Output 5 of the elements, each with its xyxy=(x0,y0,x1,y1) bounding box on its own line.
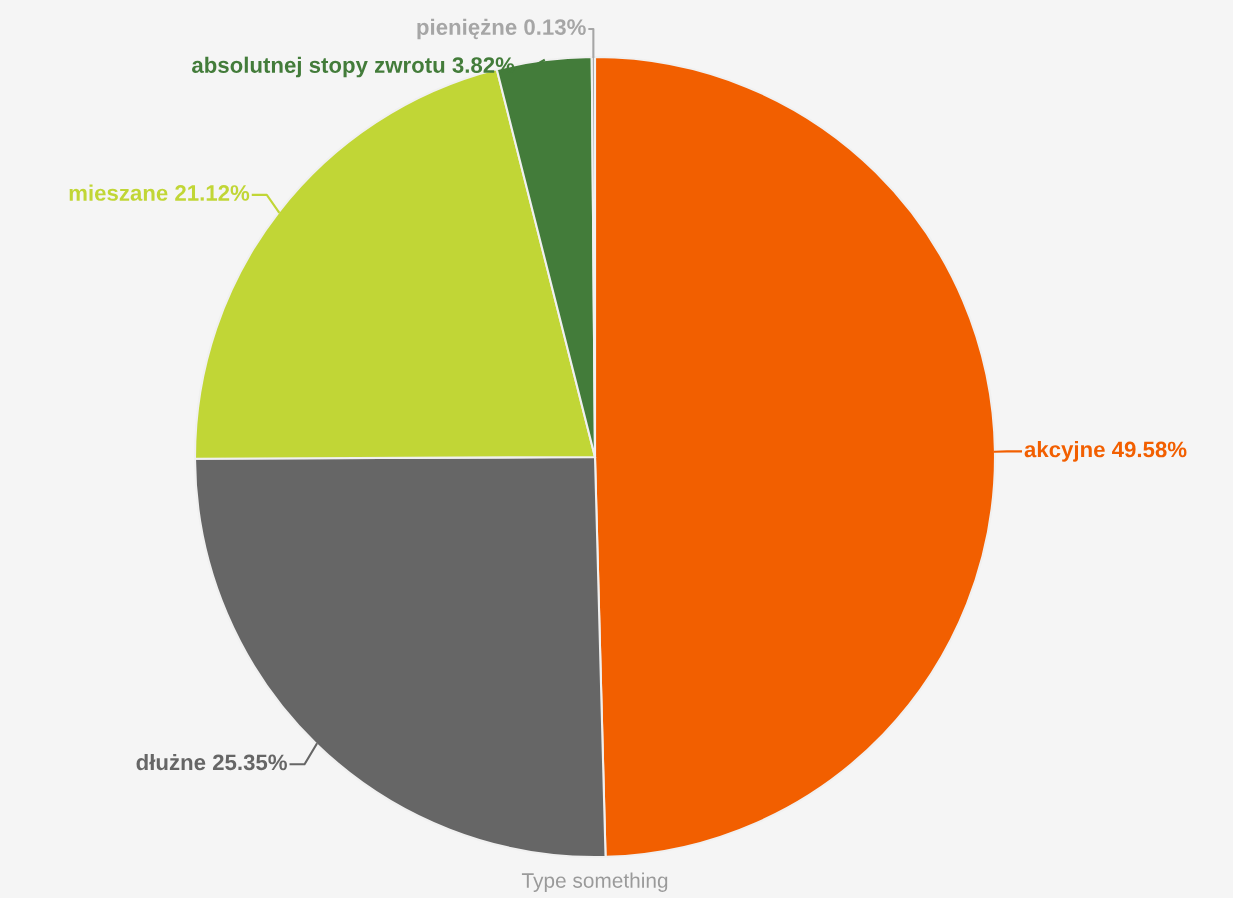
slice-label: dłużne 25.35% xyxy=(136,753,287,771)
slice-label: pieniężne 0.13% xyxy=(417,18,586,40)
slice-label: mieszane 21.12% xyxy=(69,184,250,201)
text: Type something xyxy=(521,872,668,892)
slice-label: akcyjne 49.58% xyxy=(1024,441,1187,462)
